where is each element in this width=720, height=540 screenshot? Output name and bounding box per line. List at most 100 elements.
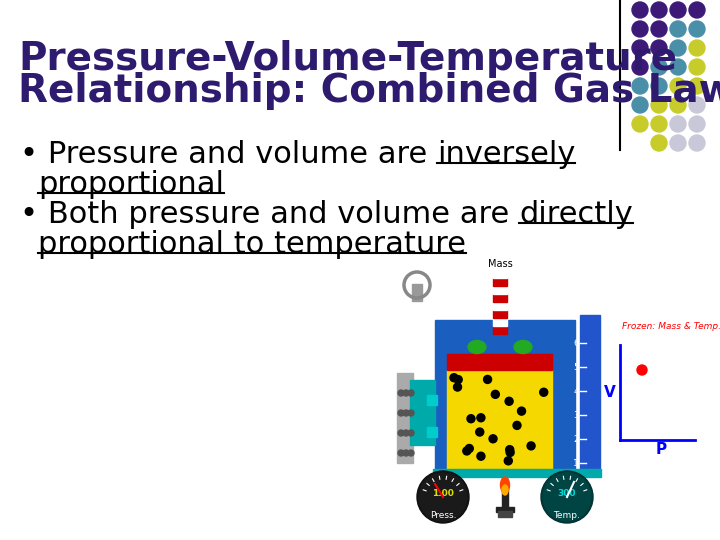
Text: proportional: proportional [38,170,224,199]
Bar [493,294,507,302]
Bar [496,507,514,512]
Bar [493,278,507,286]
Circle shape [670,40,686,56]
Circle shape [632,2,648,18]
Circle shape [689,135,705,151]
Circle shape [408,450,414,456]
Text: directly: directly [519,200,633,229]
Circle shape [689,40,705,56]
Circle shape [419,473,467,521]
Text: proportional to temperature: proportional to temperature [38,230,466,259]
Text: Relationship: Combined Gas Law: Relationship: Combined Gas Law [18,72,720,110]
Circle shape [689,2,705,18]
Circle shape [670,59,686,75]
Circle shape [689,21,705,37]
Circle shape [670,2,686,18]
Circle shape [689,78,705,94]
Bar [397,373,413,463]
Ellipse shape [514,341,532,354]
Bar [498,511,512,517]
Text: Pressure-Volume-Temperature: Pressure-Volume-Temperature [18,40,677,78]
Bar [493,318,507,326]
Text: P: P [656,442,667,457]
Bar [447,370,552,470]
Text: 1.00: 1.00 [432,489,454,498]
Text: 5: 5 [573,362,579,372]
Ellipse shape [500,477,510,493]
Circle shape [398,430,404,436]
Circle shape [632,21,648,37]
Text: 6: 6 [573,339,579,348]
Circle shape [505,397,513,406]
Text: Frozen: Mass & Temp.: Frozen: Mass & Temp. [622,322,720,331]
Circle shape [632,78,648,94]
Text: Press.: Press. [430,511,456,520]
Circle shape [491,390,500,399]
Circle shape [408,410,414,416]
Bar [427,395,437,405]
Text: 3: 3 [573,410,579,420]
Bar [493,286,507,294]
Circle shape [454,376,462,383]
Text: 2: 2 [573,435,579,443]
Text: • Both pressure and volume are: • Both pressure and volume are [20,200,519,229]
Circle shape [541,471,593,523]
Bar [493,302,507,310]
Circle shape [670,97,686,113]
Circle shape [403,450,409,456]
Circle shape [463,447,471,455]
Bar [427,427,437,437]
Bar [493,270,507,278]
Circle shape [632,116,648,132]
Text: inversely: inversely [437,140,575,169]
Circle shape [484,375,492,383]
Bar [410,380,435,445]
Circle shape [670,116,686,132]
Circle shape [689,59,705,75]
Circle shape [408,390,414,396]
Circle shape [505,446,513,454]
Circle shape [454,383,462,391]
Circle shape [398,390,404,396]
Circle shape [632,97,648,113]
Circle shape [465,444,473,453]
Circle shape [489,435,497,443]
Circle shape [689,116,705,132]
Ellipse shape [468,341,486,354]
Text: 1: 1 [573,458,579,468]
Circle shape [408,430,414,436]
Circle shape [513,421,521,429]
Bar [435,320,575,475]
Bar [493,326,507,334]
Circle shape [450,374,458,382]
Circle shape [651,40,667,56]
Circle shape [632,40,648,56]
Circle shape [637,365,647,375]
Circle shape [518,407,526,415]
Text: 300: 300 [558,489,576,498]
Text: • Pressure and volume are: • Pressure and volume are [20,140,437,169]
Circle shape [417,471,469,523]
Circle shape [467,415,475,423]
Circle shape [651,59,667,75]
Bar [502,487,508,509]
Circle shape [506,448,514,456]
Circle shape [689,97,705,113]
Circle shape [477,414,485,422]
Circle shape [504,457,512,465]
Circle shape [651,116,667,132]
Circle shape [670,21,686,37]
Circle shape [477,452,485,460]
Circle shape [403,410,409,416]
Circle shape [651,97,667,113]
Circle shape [540,388,548,396]
Text: Vol.: Vol. [580,303,600,312]
Circle shape [651,135,667,151]
Text: Mass: Mass [487,259,513,269]
Ellipse shape [502,485,508,495]
Circle shape [476,428,484,436]
Bar [493,310,507,318]
Circle shape [398,450,404,456]
Circle shape [670,78,686,94]
Circle shape [651,2,667,18]
